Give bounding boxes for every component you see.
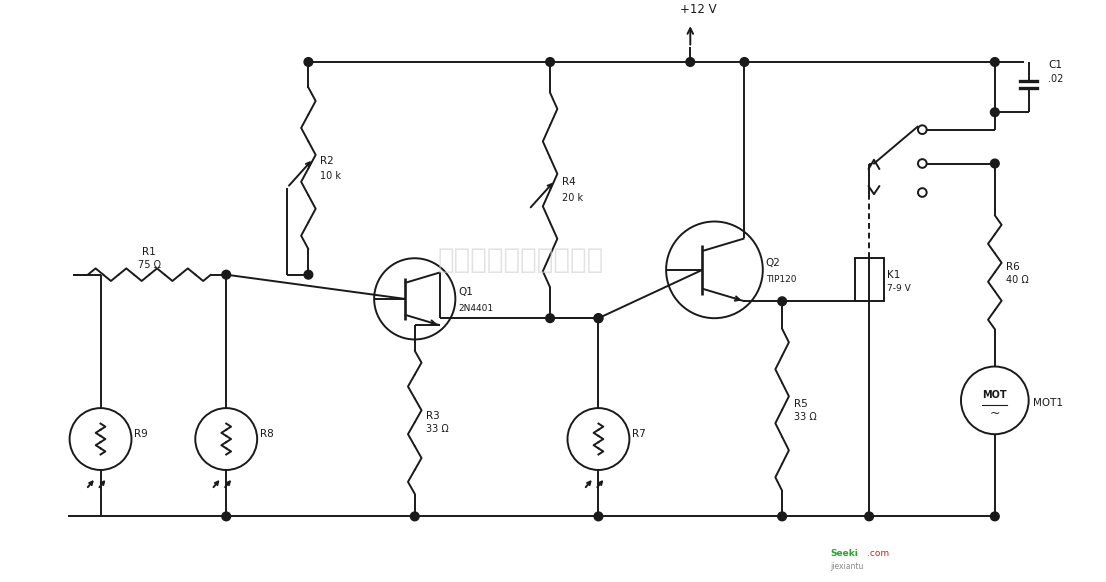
Text: MOT1: MOT1 (1033, 398, 1063, 408)
Text: 40 Ω: 40 Ω (1006, 275, 1030, 285)
Circle shape (991, 512, 999, 521)
Text: R7: R7 (633, 429, 646, 439)
Text: jiexiantu: jiexiantu (831, 562, 864, 572)
Text: 20 k: 20 k (562, 193, 583, 203)
Circle shape (778, 512, 786, 521)
Text: TIP120: TIP120 (765, 275, 796, 284)
Bar (855, 258, 884, 301)
Circle shape (865, 512, 874, 521)
Text: MOT: MOT (982, 389, 1008, 400)
Circle shape (545, 314, 554, 322)
Circle shape (594, 314, 603, 322)
Text: K1: K1 (887, 269, 900, 280)
Text: R8: R8 (260, 429, 274, 439)
Circle shape (304, 270, 313, 279)
Text: Seeki: Seeki (831, 549, 858, 558)
Text: 33 Ω: 33 Ω (426, 424, 449, 434)
Circle shape (740, 58, 749, 66)
Circle shape (778, 297, 786, 306)
Text: R9: R9 (134, 429, 148, 439)
Circle shape (991, 58, 999, 66)
Text: 10 k: 10 k (320, 171, 341, 181)
Text: 7-9 V: 7-9 V (887, 283, 910, 293)
Circle shape (545, 58, 554, 66)
Text: C1: C1 (1048, 60, 1062, 70)
Text: R3: R3 (426, 411, 440, 421)
Text: R4: R4 (562, 178, 575, 187)
Text: R1: R1 (143, 247, 156, 257)
Text: 33 Ω: 33 Ω (794, 411, 816, 421)
Text: .com: .com (867, 549, 889, 558)
Text: ~: ~ (990, 406, 1000, 420)
Circle shape (410, 512, 419, 521)
Text: .02: .02 (1048, 74, 1063, 84)
Circle shape (304, 58, 313, 66)
Circle shape (991, 108, 999, 116)
Text: Q2: Q2 (765, 258, 781, 268)
Circle shape (686, 58, 695, 66)
Text: 杭州将睐科技有限公司: 杭州将睐科技有限公司 (438, 246, 604, 274)
Text: R5: R5 (794, 399, 807, 409)
Text: 75 Ω: 75 Ω (138, 260, 160, 270)
Circle shape (222, 270, 230, 279)
Circle shape (594, 512, 603, 521)
Text: R6: R6 (1006, 262, 1020, 272)
Text: R2: R2 (320, 155, 334, 166)
Circle shape (991, 159, 999, 168)
Text: +12 V: +12 V (680, 2, 717, 16)
Circle shape (594, 314, 603, 322)
Text: 2N4401: 2N4401 (458, 304, 493, 313)
Circle shape (222, 512, 230, 521)
Text: Q1: Q1 (458, 287, 473, 297)
